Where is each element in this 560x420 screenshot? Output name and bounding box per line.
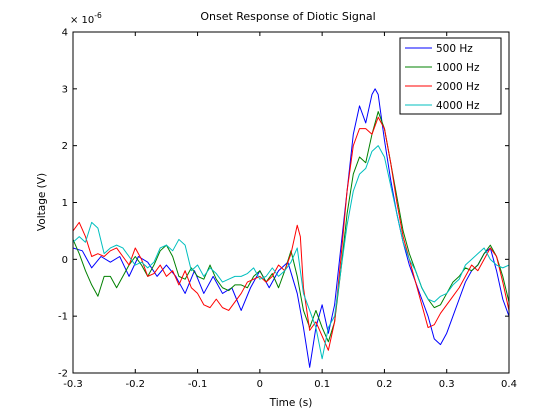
y-tick-label: 2 [62,141,68,152]
y-tick-label: 4 [62,28,68,39]
legend: 500 Hz 1000 Hz 2000 Hz 4000 Hz [399,37,502,115]
x-axis-ticks: -0.3 -0.2 -0.1 0 0.1 0.2 0.3 0.4 [63,32,517,390]
series-line-3 [73,116,509,351]
y-axis-ticks: -2 -1 0 1 2 3 4 [58,28,509,380]
x-axis-label: Time (s) [269,397,313,409]
x-tick-label: 0.2 [376,379,392,390]
x-tick-label: -0.2 [126,379,146,390]
legend-label-3: 2000 Hz [436,81,480,93]
x-tick-label: -0.3 [63,379,83,390]
x-tick-label: -0.1 [188,379,208,390]
y-tick-label: 0 [62,255,68,266]
series-line-2 [73,111,509,343]
legend-label-4: 4000 Hz [436,100,480,112]
y-tick-label: 3 [62,84,68,95]
y-tick-label: -2 [58,369,68,380]
x-tick-label: 0.3 [439,379,455,390]
series-line-1 [73,88,509,368]
x-tick-label: 0.1 [314,379,330,390]
chart-title: Onset Response of Diotic Signal [200,10,375,23]
y-axis-label: Voltage (V) [36,173,48,231]
y-multiplier-label: × 10-6 [70,11,102,26]
legend-label-2: 1000 Hz [436,62,480,74]
series-line-4 [73,145,509,360]
y-multiplier-base: × 10 [70,15,94,26]
legend-box [399,37,502,115]
y-multiplier-exponent: -6 [94,11,102,20]
x-tick-label: 0.4 [501,379,517,390]
legend-label-1: 500 Hz [436,43,473,55]
plot-lines [73,88,509,368]
y-tick-label: -1 [58,312,68,323]
y-tick-label: 1 [62,198,68,209]
x-tick-label: 0 [257,379,263,390]
